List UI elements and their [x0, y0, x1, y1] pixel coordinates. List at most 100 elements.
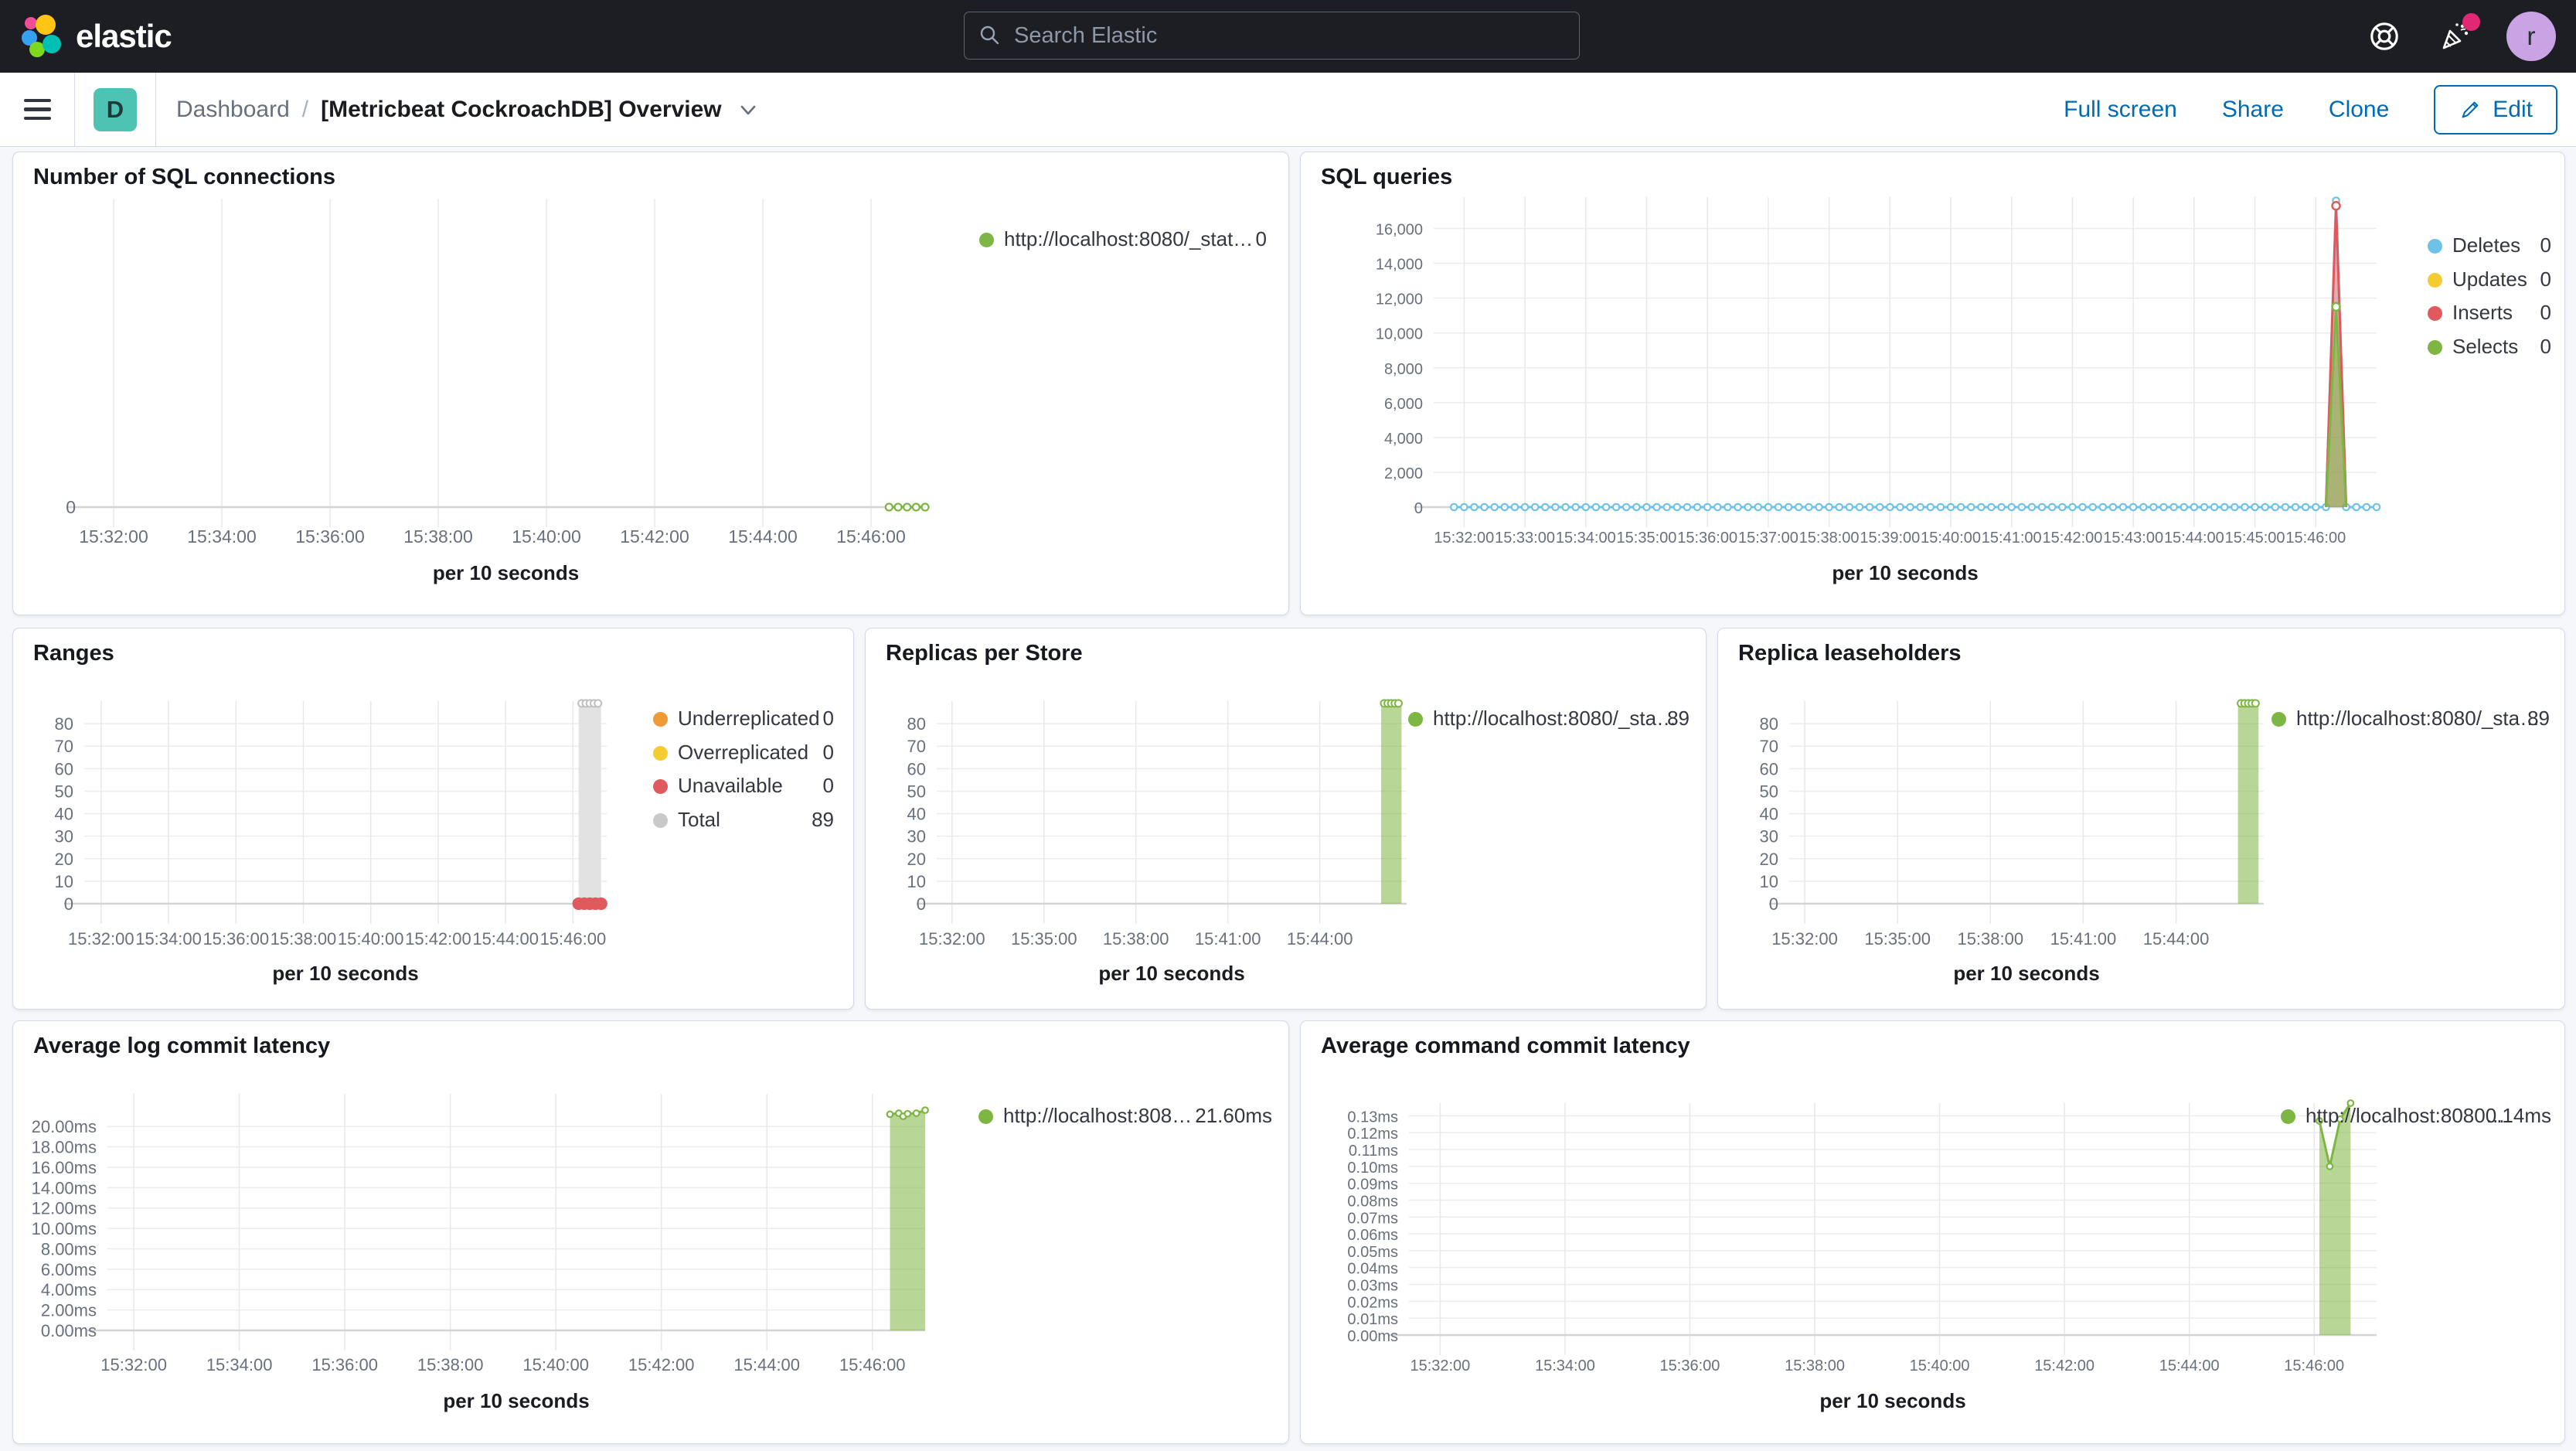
svg-text:15:32:00: 15:32:00 [68, 929, 134, 949]
legend-series-dot [653, 779, 668, 794]
svg-text:0.04ms: 0.04ms [1347, 1261, 1398, 1278]
legend-series-value: 21.60ms [1195, 1104, 1272, 1127]
header-icons: r [2367, 0, 2556, 73]
search-input[interactable] [1012, 22, 1565, 49]
legend-item[interactable]: Total 89 [653, 806, 834, 833]
svg-text:15:32:00: 15:32:00 [100, 1355, 167, 1374]
legend-item[interactable]: Updates 0 [2428, 265, 2551, 293]
legend-item[interactable]: Overreplicated 0 [653, 738, 834, 766]
news-icon[interactable] [2437, 13, 2480, 53]
edit-button-label: Edit [2493, 96, 2533, 122]
help-icon[interactable] [2367, 19, 2401, 53]
menu-icon[interactable] [0, 73, 74, 146]
brand-name: elastic [76, 18, 172, 54]
svg-text:15:44:00: 15:44:00 [2159, 1357, 2220, 1374]
legend-series-label: Underreplicated [678, 707, 820, 730]
legend-item[interactable]: http://localhost:8080/_sta… 89 [1408, 704, 1690, 732]
svg-text:15:34:00: 15:34:00 [135, 929, 202, 949]
legend-item[interactable]: Unavailable 0 [653, 771, 834, 799]
svg-text:0.10ms: 0.10ms [1347, 1160, 1398, 1177]
svg-text:15:46:00: 15:46:00 [836, 526, 906, 547]
svg-text:15:40:00: 15:40:00 [1921, 530, 1981, 547]
svg-text:15:36:00: 15:36:00 [1677, 530, 1737, 547]
svg-text:15:36:00: 15:36:00 [1660, 1357, 1720, 1374]
notification-dot [2462, 13, 2480, 31]
legend-series-value: 0 [822, 740, 834, 764]
panel-title: Replica leaseholders [1738, 641, 1962, 666]
svg-text:80: 80 [55, 714, 73, 734]
svg-text:16,000: 16,000 [1376, 222, 1423, 239]
svg-text:15:34:00: 15:34:00 [187, 526, 257, 547]
svg-text:50: 50 [907, 782, 926, 801]
svg-text:15:32:00: 15:32:00 [1434, 530, 1494, 547]
sql-connections-chart: 015:32:00 15:34:00 15:36:00 15:38:00 15:40:0… [66, 199, 930, 584]
svg-text:10: 10 [55, 872, 73, 891]
legend-item[interactable]: http://localhost:8080/_stat… 0 [979, 225, 1267, 253]
svg-text:80: 80 [1760, 714, 1778, 734]
pencil-icon [2462, 101, 2479, 118]
svg-text:15:46:00: 15:46:00 [2285, 530, 2346, 547]
ranges-chart: 0 10 20 30 40 50 60 70 80 15:32:00 15:34:00 15:36:0… [55, 699, 607, 985]
edit-button[interactable]: Edit [2434, 84, 2557, 135]
legend-series-label: http://localhost:8080/_sta… [1433, 707, 1677, 730]
elastic-logo[interactable]: elastic [20, 0, 172, 73]
svg-text:8.00ms: 8.00ms [41, 1239, 97, 1259]
svg-text:40: 40 [55, 805, 73, 824]
panel-number-of-sql-connections: Number of SQL connections 0 15:32:00 15:34… [12, 152, 1289, 615]
avatar-initial: r [2527, 22, 2536, 50]
legend-item[interactable]: Inserts 0 [2428, 298, 2551, 326]
legend-item[interactable]: http://localhost:8080… 0.14ms [2281, 1102, 2551, 1129]
search-icon [980, 26, 999, 45]
svg-text:per 10 seconds: per 10 seconds [1098, 962, 1244, 985]
svg-text:70: 70 [907, 737, 926, 756]
panel-replicas-per-store: Replicas per Store 0 10 20 30 40 50 60 70 80 15:3… [865, 628, 1707, 1010]
legend-series-dot [2428, 272, 2442, 288]
panel-title: Number of SQL connections [33, 165, 336, 189]
legend-series-label: Inserts [2452, 301, 2513, 324]
legend-series-value: 89 [2527, 707, 2550, 730]
share-button[interactable]: Share [2221, 96, 2284, 122]
svg-text:15:32:00: 15:32:00 [919, 929, 985, 949]
elastic-logo-icon [22, 15, 61, 57]
legend-item[interactable]: Underreplicated 0 [653, 704, 834, 732]
svg-text:0.00ms: 0.00ms [1347, 1328, 1398, 1345]
legend-series-dot [1408, 712, 1423, 727]
search-bar[interactable] [964, 12, 1580, 60]
svg-text:30: 30 [55, 827, 73, 846]
svg-text:15:44:00: 15:44:00 [733, 1355, 800, 1374]
panel-title: Ranges [33, 641, 114, 666]
svg-text:50: 50 [55, 782, 73, 801]
space-badge[interactable]: D [94, 87, 137, 131]
svg-text:10: 10 [1760, 872, 1778, 891]
breadcrumb-dashboard[interactable]: Dashboard [176, 96, 290, 122]
svg-text:40: 40 [1760, 805, 1778, 824]
svg-text:15:33:00: 15:33:00 [1495, 530, 1555, 547]
svg-text:15:37:00: 15:37:00 [1738, 530, 1798, 547]
avatar[interactable]: r [2506, 12, 2556, 61]
full-screen-button[interactable]: Full screen [2064, 96, 2177, 122]
svg-text:15:38:00: 15:38:00 [403, 526, 473, 547]
legend-item[interactable]: http://localhost:808… 21.60ms [978, 1102, 1272, 1129]
legend-series-value: 0.14ms [2485, 1104, 2551, 1127]
svg-text:per 10 seconds: per 10 seconds [272, 962, 418, 985]
dashboard-actions: Full screen Share Clone Edit [2064, 73, 2557, 146]
svg-text:per 10 seconds: per 10 seconds [1819, 1389, 1965, 1412]
svg-text:0.06ms: 0.06ms [1347, 1227, 1398, 1244]
svg-text:16.00ms: 16.00ms [32, 1158, 97, 1177]
legend-series-label: Unavailable [678, 774, 783, 797]
chevron-down-icon[interactable] [739, 100, 757, 119]
svg-text:15:42:00: 15:42:00 [405, 929, 471, 949]
legend-item[interactable]: Selects 0 [2428, 332, 2551, 360]
svg-text:0.12ms: 0.12ms [1347, 1126, 1398, 1143]
svg-text:20.00ms: 20.00ms [32, 1117, 97, 1136]
svg-text:15:32:00: 15:32:00 [1771, 929, 1838, 949]
legend-series-dot [2428, 339, 2442, 355]
svg-text:20: 20 [1760, 850, 1778, 869]
legend-item[interactable]: Deletes 0 [2428, 231, 2551, 259]
legend-series-value: 0 [2540, 233, 2551, 257]
replicas-per-store-chart: 0 10 20 30 40 50 60 70 80 15:32:00 15:35:00 15:38:0… [907, 699, 1407, 985]
legend-series-dot [653, 745, 668, 761]
clone-button[interactable]: Clone [2328, 96, 2390, 122]
legend-item[interactable]: http://localhost:8080/_sta… 89 [2271, 704, 2550, 732]
